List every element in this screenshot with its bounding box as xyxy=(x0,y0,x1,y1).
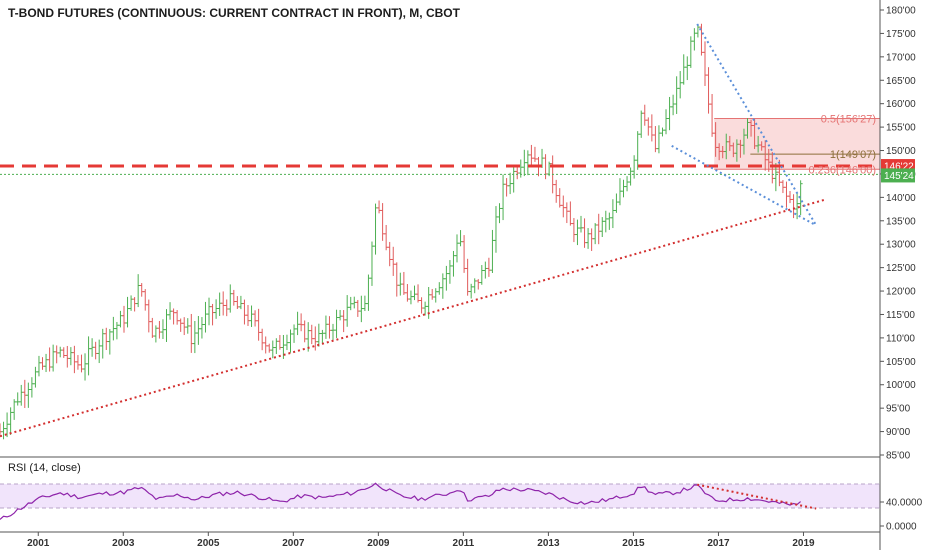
rsi-trendline[interactable] xyxy=(697,483,817,510)
rsi-tick-label: 40.0000 xyxy=(886,498,923,509)
support-price-label: 146'22 xyxy=(884,162,914,173)
fib-label-0-5: 0.5(156'27) xyxy=(821,113,876,125)
fib-label-1: 1(149'07) xyxy=(830,149,876,161)
y-tick-label: 130'00 xyxy=(886,240,916,251)
y-tick-label: 150'00 xyxy=(886,146,916,157)
y-tick-label: 135'00 xyxy=(886,216,916,227)
x-tick-label: 2005 xyxy=(197,538,220,549)
y-tick-label: 125'00 xyxy=(886,263,916,274)
rsi-line[interactable] xyxy=(0,482,801,520)
fib-label-0-236: 0.236(146'00) xyxy=(808,164,876,176)
y-tick-label: 85'00 xyxy=(886,451,911,462)
x-tick-label: 2007 xyxy=(282,538,305,549)
y-tick-label: 90'00 xyxy=(886,427,911,438)
trendline-wedge-upper[interactable] xyxy=(696,23,818,226)
y-tick-label: 165'00 xyxy=(886,76,916,87)
x-tick-label: 2017 xyxy=(707,538,730,549)
x-tick-label: 2015 xyxy=(622,538,645,549)
y-tick-label: 120'00 xyxy=(886,287,916,298)
y-tick-label: 115'00 xyxy=(886,310,915,321)
fibonacci-zone xyxy=(714,118,880,170)
y-tick-label: 155'00 xyxy=(886,123,916,134)
current-price-label: 145'24 xyxy=(884,171,914,182)
rsi-title: RSI (14, close) xyxy=(8,462,81,474)
chart-title: T-BOND FUTURES (CONTINUOUS: CURRENT CONT… xyxy=(8,6,461,20)
x-tick-label: 2003 xyxy=(112,538,135,549)
y-tick-label: 160'00 xyxy=(886,99,916,110)
y-tick-label: 105'00 xyxy=(886,357,916,368)
y-tick-label: 95'00 xyxy=(886,404,911,415)
y-tick-label: 175'00 xyxy=(886,29,916,40)
rsi-tick-label: 0.0000 xyxy=(886,522,917,533)
rsi-band xyxy=(0,484,880,508)
ohlc-bar[interactable] xyxy=(798,180,803,216)
current-price-tag xyxy=(881,168,915,183)
y-tick-label: 100'00 xyxy=(886,380,916,391)
y-tick-label: 110'00 xyxy=(886,333,915,344)
y-tick-label: 140'00 xyxy=(886,193,916,204)
x-tick-label: 2013 xyxy=(537,538,560,549)
y-tick-label: 170'00 xyxy=(886,52,916,63)
x-tick-label: 2001 xyxy=(27,538,50,549)
x-tick-label: 2009 xyxy=(367,538,390,549)
y-tick-label: 180'00 xyxy=(886,6,916,17)
x-tick-label: 2019 xyxy=(792,538,815,549)
x-tick-label: 2011 xyxy=(453,538,475,549)
